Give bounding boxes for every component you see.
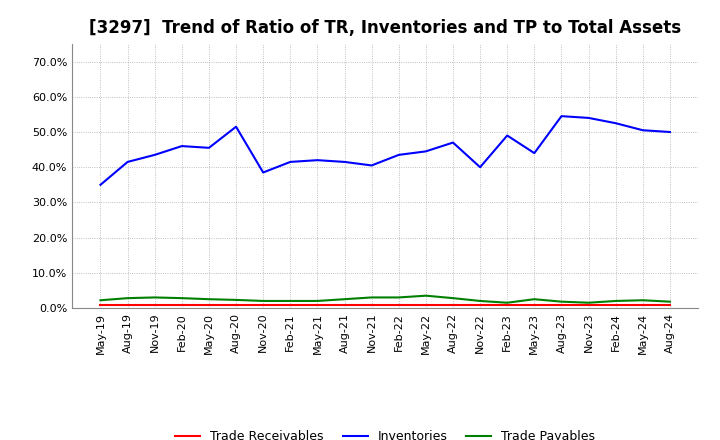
- Inventories: [639, 128, 647, 133]
- Trade Payables: [476, 298, 485, 304]
- Trade Receivables: [557, 303, 566, 308]
- Inventories: [313, 158, 322, 163]
- Trade Receivables: [259, 303, 268, 308]
- Trade Receivables: [611, 303, 620, 308]
- Inventories: [665, 129, 674, 135]
- Inventories: [611, 121, 620, 126]
- Trade Payables: [395, 295, 403, 300]
- Line: Trade Payables: Trade Payables: [101, 296, 670, 303]
- Inventories: [259, 170, 268, 175]
- Trade Receivables: [123, 303, 132, 308]
- Trade Payables: [313, 298, 322, 304]
- Inventories: [204, 145, 213, 150]
- Inventories: [232, 124, 240, 129]
- Inventories: [476, 165, 485, 170]
- Inventories: [421, 149, 430, 154]
- Inventories: [150, 152, 159, 158]
- Trade Payables: [611, 298, 620, 304]
- Inventories: [503, 133, 511, 138]
- Trade Payables: [286, 298, 294, 304]
- Inventories: [178, 143, 186, 149]
- Trade Payables: [639, 297, 647, 303]
- Trade Receivables: [150, 303, 159, 308]
- Trade Receivables: [232, 303, 240, 308]
- Trade Payables: [557, 299, 566, 304]
- Trade Payables: [150, 295, 159, 300]
- Trade Payables: [178, 296, 186, 301]
- Trade Receivables: [286, 303, 294, 308]
- Trade Receivables: [476, 303, 485, 308]
- Inventories: [584, 115, 593, 121]
- Trade Receivables: [313, 303, 322, 308]
- Line: Inventories: Inventories: [101, 116, 670, 185]
- Inventories: [286, 159, 294, 165]
- Trade Receivables: [341, 303, 349, 308]
- Trade Payables: [421, 293, 430, 298]
- Trade Receivables: [421, 303, 430, 308]
- Inventories: [395, 152, 403, 158]
- Inventories: [367, 163, 376, 168]
- Inventories: [530, 150, 539, 156]
- Trade Receivables: [503, 303, 511, 308]
- Trade Payables: [96, 297, 105, 303]
- Trade Receivables: [96, 303, 105, 308]
- Trade Payables: [259, 298, 268, 304]
- Trade Payables: [503, 300, 511, 305]
- Inventories: [557, 114, 566, 119]
- Trade Receivables: [178, 303, 186, 308]
- Trade Receivables: [395, 303, 403, 308]
- Trade Payables: [341, 297, 349, 302]
- Trade Receivables: [530, 303, 539, 308]
- Inventories: [123, 159, 132, 165]
- Trade Payables: [584, 300, 593, 305]
- Inventories: [449, 140, 457, 145]
- Inventories: [96, 182, 105, 187]
- Inventories: [341, 159, 349, 165]
- Trade Payables: [367, 295, 376, 300]
- Trade Payables: [232, 297, 240, 303]
- Trade Payables: [449, 296, 457, 301]
- Trade Receivables: [665, 303, 674, 308]
- Legend: Trade Receivables, Inventories, Trade Payables: Trade Receivables, Inventories, Trade Pa…: [170, 425, 600, 440]
- Trade Receivables: [204, 303, 213, 308]
- Trade Payables: [665, 299, 674, 304]
- Title: [3297]  Trend of Ratio of TR, Inventories and TP to Total Assets: [3297] Trend of Ratio of TR, Inventories…: [89, 19, 681, 37]
- Trade Payables: [123, 296, 132, 301]
- Trade Payables: [530, 297, 539, 302]
- Trade Receivables: [639, 303, 647, 308]
- Trade Payables: [204, 297, 213, 302]
- Trade Receivables: [584, 303, 593, 308]
- Trade Receivables: [367, 303, 376, 308]
- Trade Receivables: [449, 303, 457, 308]
